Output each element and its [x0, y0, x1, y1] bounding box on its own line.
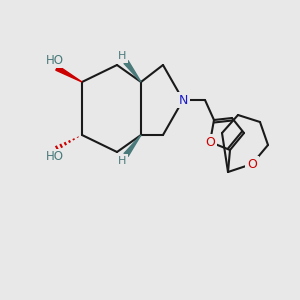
Polygon shape	[124, 135, 141, 157]
Text: N: N	[178, 94, 188, 106]
Text: H: H	[118, 156, 126, 166]
Text: O: O	[247, 158, 257, 170]
Text: O: O	[205, 136, 215, 148]
Text: HO: HO	[46, 151, 64, 164]
Text: HO: HO	[46, 53, 64, 67]
Polygon shape	[124, 61, 141, 82]
Polygon shape	[56, 66, 82, 82]
Text: H: H	[118, 51, 126, 61]
